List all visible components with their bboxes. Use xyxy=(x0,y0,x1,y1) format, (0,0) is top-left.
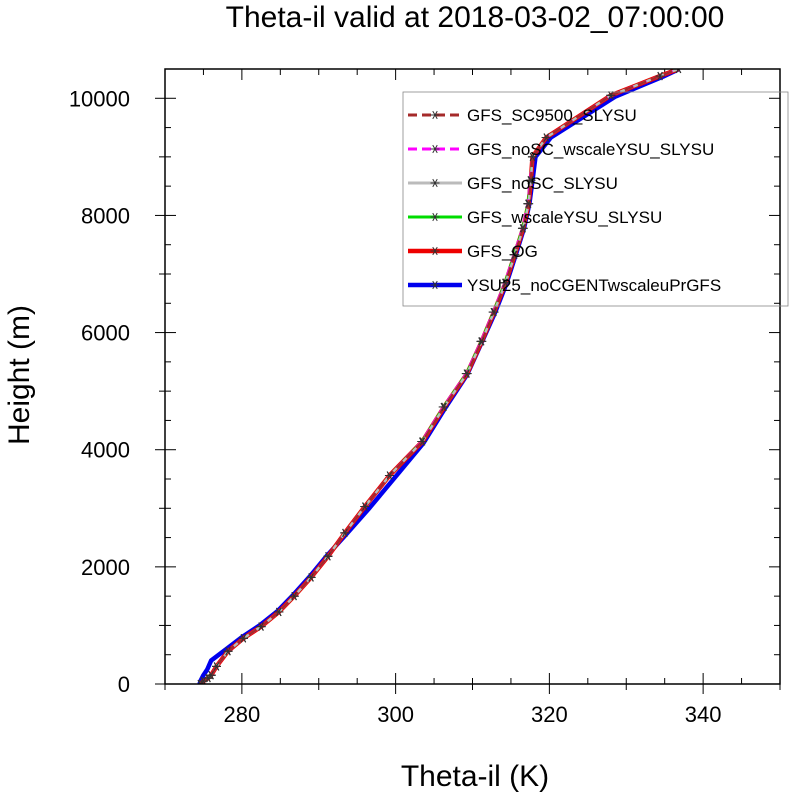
legend-item: GFS_noSC_SLYSU xyxy=(408,174,618,193)
x-tick-label: 280 xyxy=(224,702,261,727)
x-axis-label: Theta-il (K) xyxy=(401,760,549,793)
series-point-0 xyxy=(526,176,536,185)
legend-label: GFS_noSC_wscaleYSU_SLYSU xyxy=(467,140,714,159)
legend-item: GFS_SC9500_SLYSU xyxy=(408,106,637,125)
legend-item: GFS_OG xyxy=(408,242,538,261)
series-point-0 xyxy=(256,622,266,631)
series-point-0 xyxy=(524,199,534,208)
series-point-0 xyxy=(674,69,684,74)
y-tick-label: 8000 xyxy=(81,203,130,228)
series-point-0 xyxy=(606,91,616,100)
x-tick-label: 320 xyxy=(531,702,568,727)
x-tick-label: 340 xyxy=(685,702,722,727)
y-tick-label: 4000 xyxy=(81,438,130,463)
series-line-0 xyxy=(199,69,679,684)
series-line-5 xyxy=(197,69,681,684)
legend-marker xyxy=(430,178,440,188)
legend-label: YSU25_noCGENTwscaleuPrGFS xyxy=(467,276,721,295)
series-point-0 xyxy=(462,369,472,378)
series-point-0 xyxy=(238,634,248,643)
legend: GFS_SC9500_SLYSU GFS_noSC_wscaleYSU_SLYSU… xyxy=(402,91,789,307)
series-layer xyxy=(195,69,684,684)
y-tick-label: 0 xyxy=(118,672,130,697)
series-line-2 xyxy=(199,69,679,684)
x-tick-label: 300 xyxy=(377,702,414,727)
series-line-4 xyxy=(198,69,680,684)
series-point-0 xyxy=(518,224,528,233)
series-point-0 xyxy=(323,552,333,561)
series-point-0 xyxy=(306,573,316,582)
legend-label: GFS_OG xyxy=(467,242,538,261)
chart-title: Theta-il valid at 2018-03-02_07:00:00 xyxy=(226,1,725,34)
series-point-0 xyxy=(527,152,537,162)
y-tick-label: 2000 xyxy=(81,555,130,580)
legend-item: YSU25_noCGENTwscaleuPrGFS xyxy=(408,276,721,295)
series-point-0 xyxy=(477,337,487,346)
legend-marker xyxy=(430,144,440,154)
series-point-0 xyxy=(501,278,511,287)
y-tick-label: 6000 xyxy=(81,321,130,346)
legend-marker xyxy=(430,212,440,222)
y-tick-label: 10000 xyxy=(69,86,130,111)
series-point-0 xyxy=(274,607,284,617)
legend-marker xyxy=(430,246,440,256)
legend-item: GFS_noSC_wscaleYSU_SLYSU xyxy=(408,140,714,159)
plot-frame xyxy=(164,68,781,685)
legend-marker xyxy=(430,110,440,120)
legend-item: GFS_wscaleYSU_SLYSU xyxy=(408,208,662,227)
legend-label: GFS_wscaleYSU_SLYSU xyxy=(467,208,662,227)
y-axis-label: Height (m) xyxy=(3,305,36,445)
legend-label: GFS_SC9500_SLYSU xyxy=(467,106,637,125)
legend-box xyxy=(402,91,789,307)
series-point-0 xyxy=(510,250,520,259)
series-point-0 xyxy=(340,528,350,538)
series-point-0 xyxy=(289,591,299,601)
series-point-0 xyxy=(384,471,394,480)
series-point-0 xyxy=(223,647,233,656)
series-point-0 xyxy=(439,402,449,412)
series-line-3 xyxy=(199,69,679,684)
series-point-0 xyxy=(360,502,370,511)
series-point-0 xyxy=(655,71,665,81)
series-point-0 xyxy=(206,671,216,680)
legend-label: GFS_noSC_SLYSU xyxy=(467,174,618,193)
series-point-0 xyxy=(489,307,499,317)
legend-marker xyxy=(430,280,440,290)
series-point-0 xyxy=(541,133,551,142)
series-line-1 xyxy=(199,69,679,684)
axis-ticks: 280 300 320 340 0 2000 4000 6000 8000 10000 xyxy=(69,68,781,727)
series-point-0 xyxy=(212,662,222,671)
series-point-0 xyxy=(418,437,428,446)
